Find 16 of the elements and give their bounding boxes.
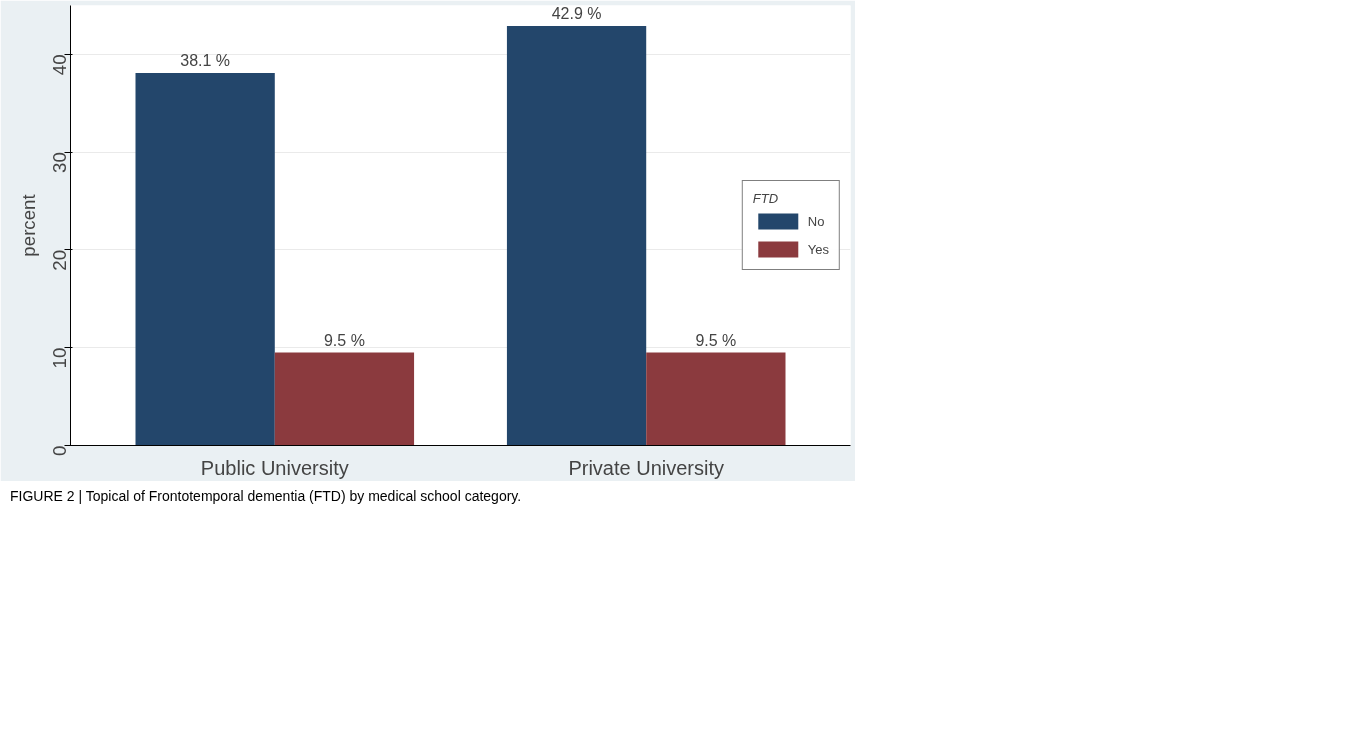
y-tick-label: 30 xyxy=(49,152,70,173)
data-label: 9.5 % xyxy=(695,331,737,349)
data-label: 42.9 % xyxy=(551,5,602,23)
legend-title: FTD xyxy=(752,191,780,206)
x-tick-label: Private University xyxy=(568,456,725,479)
legend-label: Yes xyxy=(807,241,829,257)
legend-label: No xyxy=(807,213,826,229)
y-tick-label: 0 xyxy=(49,445,70,456)
caption: FIGURE 2 | Topical of Frontotemporal dementia (FTD) by medical school category. xyxy=(10,487,522,506)
data-label: 9.5 % xyxy=(323,331,365,349)
data-label: 38.1 % xyxy=(180,51,231,69)
y-axis-title: percent xyxy=(17,193,39,257)
y-tick-label: 20 xyxy=(49,249,70,271)
x-tick-label: Public University xyxy=(200,456,349,479)
y-tick-label: 10 xyxy=(49,347,70,369)
y-tick-label: 40 xyxy=(49,54,70,76)
